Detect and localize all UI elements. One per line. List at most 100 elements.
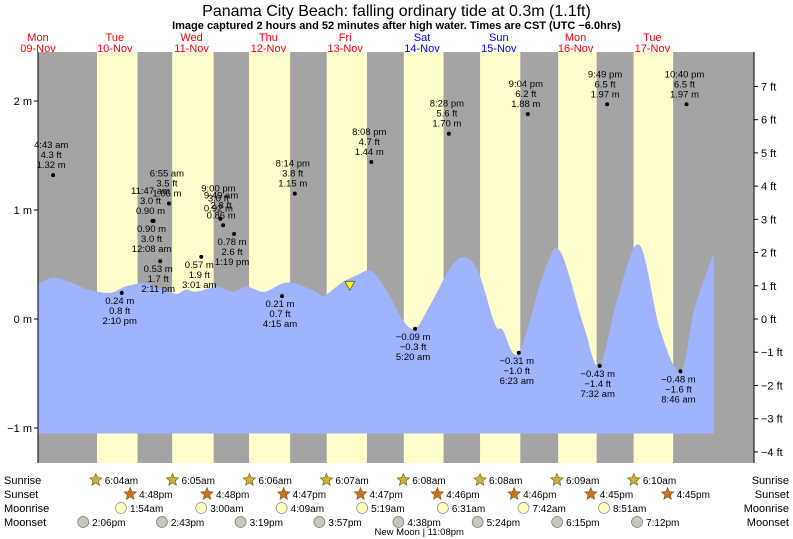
tide-event-label: 0.53 m	[144, 264, 173, 275]
moonset-time: 4:38pm	[407, 518, 440, 529]
moonrise-icon	[436, 502, 449, 514]
tide-event-label: 0.57 m	[185, 260, 214, 271]
moonrise-time: 1:54am	[130, 504, 163, 515]
day-date-label: 15-Nov	[481, 43, 517, 55]
right-axis-tick-label: −1 ft	[761, 347, 783, 359]
tide-event-point	[369, 160, 374, 165]
tide-event-point	[119, 290, 124, 295]
tide-event-label: 9:49 pm	[588, 69, 622, 80]
tide-event-label: 3.0 ft	[141, 234, 162, 245]
tide-event-label: −0.09 m	[396, 332, 431, 343]
sunrise-icon	[88, 472, 103, 486]
tide-event-label: 1.9 ft	[189, 270, 210, 281]
tide-event-label: 2.6 ft	[222, 247, 243, 258]
tide-event-point	[232, 231, 237, 236]
tide-area	[38, 244, 714, 434]
tide-event-label: 5:20 am	[396, 352, 430, 363]
tide-event-label: 3.8 ft	[282, 169, 303, 180]
row-label-left: Sunrise	[4, 475, 41, 487]
moonset-time: 7:12pm	[646, 518, 679, 529]
sunrise-time: 6:08am	[412, 476, 445, 487]
tide-event-label: −0.3 ft	[400, 342, 427, 353]
day-date-label: 11-Nov	[174, 43, 209, 55]
day-name-label: Thu	[259, 32, 278, 44]
day-date-label: 16-Nov	[558, 43, 594, 55]
sunrise-time: 6:08am	[489, 476, 522, 487]
row-label-right: Sunrise	[752, 475, 789, 487]
sunrise-icon	[165, 472, 180, 486]
sunrise-icon	[319, 472, 334, 486]
left-axis: −1 m 0 m 1 m 2 m	[7, 52, 39, 463]
tide-event-label: 3.0 ft	[208, 194, 229, 205]
sunset-icon	[123, 486, 138, 500]
tide-event-label: 0.90 m	[136, 206, 165, 217]
tide-event-point	[151, 218, 156, 223]
tide-event-label: 1.7 ft	[148, 274, 169, 285]
tide-event-point	[516, 350, 521, 355]
tide-event-label: 3.0 ft	[140, 196, 161, 207]
moonrise-time: 6:31am	[452, 504, 485, 515]
right-axis-tick-label: 3 ft	[761, 214, 776, 226]
moonset-time: 3:57pm	[328, 518, 361, 529]
tide-event-label: 10:40 pm	[665, 69, 705, 80]
moonrise-icon	[356, 502, 369, 514]
tide-event-label: 6.5 ft	[595, 79, 616, 90]
row-label-right: Sunset	[755, 489, 789, 501]
tide-event-label: 8:14 pm	[276, 159, 310, 170]
tide-event-label: 11:47 am	[131, 186, 170, 197]
tide-event-label: 1.97 m	[670, 89, 699, 100]
left-axis-tick-label: 0 m	[14, 314, 32, 326]
tide-event-label: 12:08 am	[132, 244, 172, 255]
day-labels: Mon09-NovTue10-NovWed11-NovThu12-NovFri1…	[20, 32, 670, 55]
moonset-icon	[471, 516, 484, 528]
tide-event-label: 0.7 ft	[269, 309, 290, 320]
sunrise-icon	[550, 472, 564, 486]
tide-event-point	[413, 326, 418, 331]
sunrise-time: 6:04am	[105, 476, 138, 487]
sunrise-icon	[473, 472, 487, 486]
moonset-time: 6:15pm	[566, 518, 599, 529]
moonrise-time: 3:00am	[210, 504, 243, 515]
moonset-icon	[551, 516, 564, 528]
tide-event-label: 1:19 pm	[215, 257, 249, 268]
moonset-time: 3:19pm	[250, 518, 283, 529]
left-axis-tick-label: 2 m	[14, 96, 32, 108]
tide-events: 4:43 am4.3 ft1.32 m 0.24 m0.8 ft2:10 pm 11…	[34, 69, 704, 405]
sunset-time: 4:45pm	[600, 490, 633, 501]
moonrise-time: 8:51am	[613, 504, 646, 515]
day-name-label: Wed	[180, 32, 202, 44]
tide-event-label: 4:43 am	[34, 140, 68, 151]
right-axis-tick-label: −2 ft	[761, 380, 783, 392]
tide-event-label: 1.88 m	[511, 99, 540, 110]
tide-event-label: 6:23 am	[500, 376, 534, 387]
day-name-label: Sun	[489, 32, 509, 44]
day-date-label: 09-Nov	[20, 43, 56, 55]
day-name-label: Tue	[643, 32, 662, 44]
sunset-time: 4:46pm	[523, 490, 556, 501]
tide-event-label: 2:10 pm	[103, 316, 137, 327]
tide-event-point	[158, 259, 163, 264]
tide-event-point	[684, 102, 689, 107]
right-axis-tick-label: 6 ft	[761, 115, 776, 127]
tide-event-label: 3.5 ft	[156, 178, 177, 189]
tide-event-label: 0.86 m	[207, 210, 236, 221]
tide-event-label: −1.4 ft	[584, 379, 611, 390]
current-tide-marker-triangle	[344, 280, 356, 292]
chart-title: Panama City Beach: falling ordinary tide…	[202, 3, 591, 20]
day-name-label: Fri	[339, 32, 352, 44]
sunrise-icon	[242, 472, 257, 486]
day-date-label: 13-Nov	[327, 43, 363, 55]
tide-event-label: 9:04 pm	[509, 79, 543, 90]
moonrise-time: 4:09am	[291, 504, 324, 515]
tide-event-label: 2.8 ft	[211, 200, 232, 211]
tide-event-label: 9:00 pm	[201, 184, 235, 195]
tide-event-label: 1.44 m	[355, 147, 384, 158]
left-axis-tick-label: 1 m	[14, 205, 32, 217]
sunrise-time: 6:05am	[182, 476, 215, 487]
sunrise-icon	[396, 472, 411, 486]
row-label-left: Moonrise	[4, 503, 49, 515]
day-date-label: 17-Nov	[635, 43, 671, 55]
day-name-label: Mon	[565, 32, 586, 44]
moonset-icon	[156, 516, 168, 528]
sunset-time: 4:47pm	[293, 490, 326, 501]
